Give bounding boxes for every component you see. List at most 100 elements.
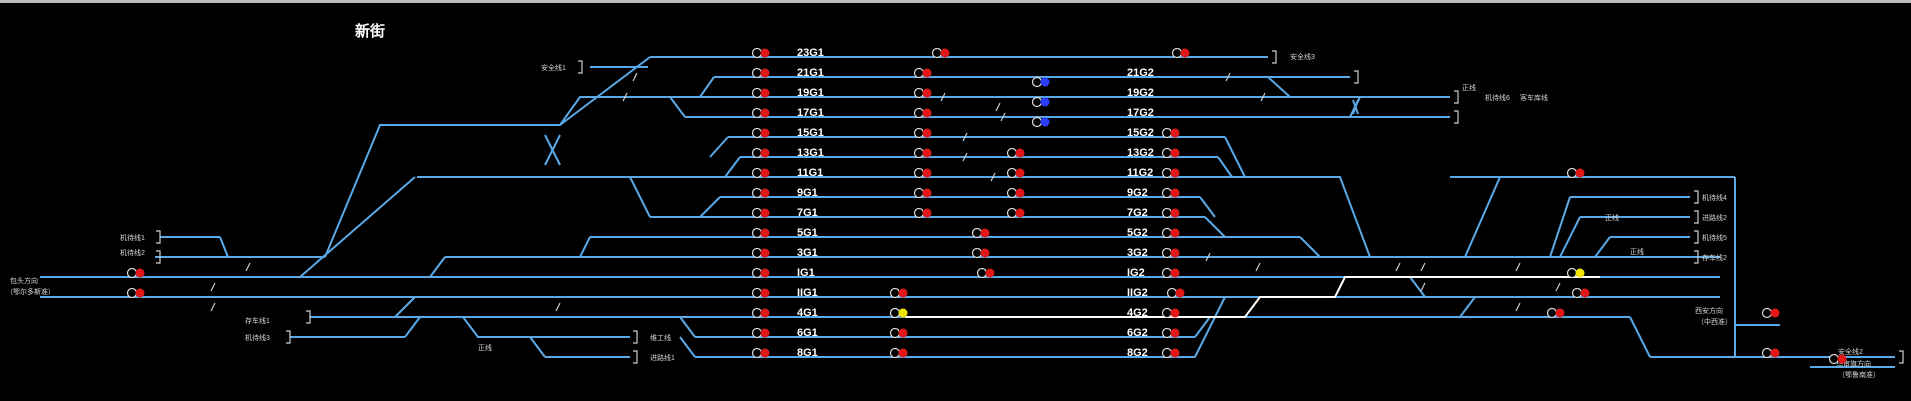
buffer-deadend4 xyxy=(1694,190,1699,204)
signal-lamp-off xyxy=(913,167,925,179)
signal-23[interactable] xyxy=(913,187,932,199)
signal-58[interactable] xyxy=(1761,347,1780,359)
signal-50[interactable] xyxy=(1161,327,1180,339)
signal-60[interactable] xyxy=(889,307,908,319)
signal-36[interactable] xyxy=(1031,76,1050,88)
signal-16[interactable] xyxy=(931,47,950,59)
signal-61[interactable] xyxy=(1566,267,1585,279)
signal-lamp-off xyxy=(889,307,901,319)
signal-lamp-off xyxy=(889,287,901,299)
label-l-repair: 维工线 xyxy=(650,333,671,342)
link-arrive1 xyxy=(529,336,546,358)
signal-lamp-off xyxy=(1761,347,1773,359)
signal-lamp-red xyxy=(760,228,770,238)
signal-41[interactable] xyxy=(1161,147,1180,159)
signal-52[interactable] xyxy=(126,267,145,279)
signal-21[interactable] xyxy=(913,147,932,159)
signal-44[interactable] xyxy=(1161,207,1180,219)
signal-42[interactable] xyxy=(1161,167,1180,179)
signal-32[interactable] xyxy=(889,287,908,299)
signal-34[interactable] xyxy=(889,327,908,339)
signal-12[interactable] xyxy=(751,287,770,299)
signal-24[interactable] xyxy=(913,207,932,219)
signal-28[interactable] xyxy=(1006,207,1025,219)
signal-18[interactable] xyxy=(913,87,932,99)
signal-38[interactable] xyxy=(1031,116,1050,128)
signal-17[interactable] xyxy=(913,67,932,79)
signal-lamp-red xyxy=(1770,348,1780,358)
track-label-9g2: 9G2 xyxy=(1127,187,1148,199)
signal-57[interactable] xyxy=(1761,307,1780,319)
signal-55[interactable] xyxy=(1571,287,1590,299)
signal-30[interactable] xyxy=(971,247,990,259)
signal-lamp-red xyxy=(922,128,932,138)
signal-31[interactable] xyxy=(976,267,995,279)
track-label-17g2: 17G2 xyxy=(1127,107,1154,119)
buffer-safety1 xyxy=(578,60,583,74)
signal-0[interactable] xyxy=(751,47,770,59)
link-15g-east xyxy=(1224,136,1246,178)
signal-35[interactable] xyxy=(889,347,908,359)
signal-15[interactable] xyxy=(751,347,770,359)
signal-54[interactable] xyxy=(1566,167,1585,179)
signal-lamp-red xyxy=(985,268,995,278)
signal-20[interactable] xyxy=(913,127,932,139)
signal-6[interactable] xyxy=(751,167,770,179)
signal-14[interactable] xyxy=(751,327,770,339)
signal-lamp-red xyxy=(1015,208,1025,218)
signal-lamp-off xyxy=(1161,207,1173,219)
tracks xyxy=(40,56,1895,368)
signal-51[interactable] xyxy=(1161,347,1180,359)
signal-56[interactable] xyxy=(1546,307,1565,319)
signal-43[interactable] xyxy=(1161,187,1180,199)
signal-46[interactable] xyxy=(1161,247,1180,259)
signal-39[interactable] xyxy=(1171,47,1190,59)
link-21g-east xyxy=(1267,76,1291,98)
signal-1[interactable] xyxy=(751,67,770,79)
crossovers xyxy=(155,56,1651,358)
signal-19[interactable] xyxy=(913,107,932,119)
signal-lamp-red xyxy=(922,168,932,178)
signal-13[interactable] xyxy=(751,307,770,319)
signal-lamp-off xyxy=(913,187,925,199)
signal-2[interactable] xyxy=(751,87,770,99)
link-arrive2 xyxy=(1559,216,1581,258)
signal-3[interactable] xyxy=(751,107,770,119)
signal-lamp-off xyxy=(1166,287,1178,299)
signal-25[interactable] xyxy=(1006,147,1025,159)
signal-27[interactable] xyxy=(1006,187,1025,199)
buffer-stops xyxy=(156,50,1904,364)
signal-7[interactable] xyxy=(751,187,770,199)
signal-10[interactable] xyxy=(751,247,770,259)
track-label-15g2: 15G2 xyxy=(1127,127,1154,139)
track-label-21g2: 21G2 xyxy=(1127,67,1154,79)
signal-lamp-off xyxy=(1006,207,1018,219)
signal-lamp-off xyxy=(1161,267,1173,279)
signal-59[interactable] xyxy=(1828,353,1847,365)
track-labels: 23G1 21G1 21G2 19G1 19G2 17G1 17G2 15G1 15G2 13G1… xyxy=(797,47,1154,359)
signal-lamp-off xyxy=(751,187,763,199)
signal-lamp-off xyxy=(751,287,763,299)
signal-40[interactable] xyxy=(1161,127,1180,139)
signal-37[interactable] xyxy=(1031,96,1050,108)
signal-lamp-red xyxy=(922,68,932,78)
signal-48[interactable] xyxy=(1166,287,1185,299)
signal-lamp-red xyxy=(1170,168,1180,178)
signal-29[interactable] xyxy=(971,227,990,239)
signal-lamp-red xyxy=(898,348,908,358)
signal-8[interactable] xyxy=(751,207,770,219)
signal-47[interactable] xyxy=(1161,267,1180,279)
signal-4[interactable] xyxy=(751,127,770,139)
signal-26[interactable] xyxy=(1006,167,1025,179)
signal-11[interactable] xyxy=(751,267,770,279)
link-deadend3 xyxy=(404,316,421,338)
signal-9[interactable] xyxy=(751,227,770,239)
signal-22[interactable] xyxy=(913,167,932,179)
signal-49[interactable] xyxy=(1161,307,1180,319)
signal-53[interactable] xyxy=(126,287,145,299)
signal-45[interactable] xyxy=(1161,227,1180,239)
link-6g-east xyxy=(1194,316,1211,338)
signal-5[interactable] xyxy=(751,147,770,159)
signal-lamp-red xyxy=(760,268,770,278)
signal-lamp-red xyxy=(1580,288,1590,298)
